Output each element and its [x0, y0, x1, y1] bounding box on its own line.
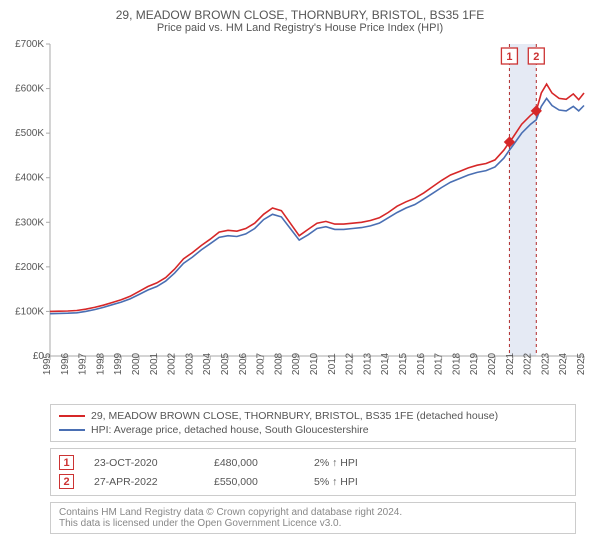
sale-marker-icon: 2: [59, 474, 74, 489]
x-tick-label: 2015: [398, 352, 409, 375]
x-tick-label: 2018: [451, 352, 462, 375]
x-tick-label: 2007: [256, 352, 267, 375]
x-tick-label: 2022: [523, 352, 534, 375]
sale-marker-icon: 1: [59, 455, 74, 470]
x-tick-label: 2023: [540, 352, 551, 375]
sale-callout-num: 2: [533, 51, 539, 63]
chart-title: 29, MEADOW BROWN CLOSE, THORNBURY, BRIST…: [8, 8, 592, 22]
x-tick-label: 2004: [202, 352, 213, 375]
chart-svg: £0£100K£200K£300K£400K£500K£600K£700K199…: [8, 38, 592, 398]
series-hpi: [50, 98, 584, 313]
x-tick-label: 2024: [558, 352, 569, 375]
sales-table: 1 23-OCT-2020 £480,000 2% ↑ HPI 2 27-APR-2022…: [50, 448, 576, 496]
x-tick-label: 2010: [309, 352, 320, 375]
x-tick-label: 2013: [362, 352, 373, 375]
legend-swatch: [59, 429, 85, 431]
line-chart: £0£100K£200K£300K£400K£500K£600K£700K199…: [8, 38, 592, 398]
y-tick-label: £700K: [15, 39, 44, 50]
x-tick-label: 1999: [113, 352, 124, 375]
y-tick-label: £400K: [15, 173, 44, 184]
x-tick-label: 2017: [434, 352, 445, 375]
y-tick-label: £300K: [15, 217, 44, 228]
x-tick-label: 1996: [60, 352, 71, 375]
legend: 29, MEADOW BROWN CLOSE, THORNBURY, BRIST…: [50, 404, 576, 442]
x-tick-label: 2012: [345, 352, 356, 375]
sale-price: £550,000: [214, 476, 294, 488]
y-tick-label: £600K: [15, 84, 44, 95]
legend-label: HPI: Average price, detached house, Sout…: [91, 424, 369, 436]
sale-delta: 2% ↑ HPI: [314, 457, 358, 469]
x-tick-label: 2005: [220, 352, 231, 375]
x-tick-label: 2002: [167, 352, 178, 375]
attribution-line: This data is licensed under the Open Gov…: [59, 518, 567, 529]
x-tick-label: 2011: [327, 353, 338, 375]
x-tick-label: 2003: [184, 352, 195, 375]
x-tick-label: 1998: [95, 352, 106, 375]
legend-swatch: [59, 415, 85, 417]
x-tick-label: 2009: [291, 352, 302, 375]
attribution: Contains HM Land Registry data © Crown c…: [50, 502, 576, 534]
chart-subtitle: Price paid vs. HM Land Registry's House …: [8, 22, 592, 34]
x-tick-label: 2014: [380, 352, 391, 375]
x-tick-label: 2020: [487, 352, 498, 375]
y-tick-label: £200K: [15, 262, 44, 273]
x-tick-label: 2019: [469, 352, 480, 375]
sale-row: 1 23-OCT-2020 £480,000 2% ↑ HPI: [59, 453, 567, 472]
sale-delta: 5% ↑ HPI: [314, 476, 358, 488]
x-tick-label: 2000: [131, 352, 142, 375]
sale-date: 23-OCT-2020: [94, 457, 194, 469]
legend-label: 29, MEADOW BROWN CLOSE, THORNBURY, BRIST…: [91, 410, 498, 422]
y-tick-label: £100K: [15, 306, 44, 317]
attribution-line: Contains HM Land Registry data © Crown c…: [59, 507, 567, 518]
x-tick-label: 1995: [42, 352, 53, 375]
series-property: [50, 84, 584, 311]
sale-callout-num: 1: [506, 51, 512, 63]
sale-date: 27-APR-2022: [94, 476, 194, 488]
x-tick-label: 2025: [576, 352, 587, 375]
x-tick-label: 2016: [416, 352, 427, 375]
x-tick-label: 2001: [149, 352, 160, 375]
legend-row: 29, MEADOW BROWN CLOSE, THORNBURY, BRIST…: [59, 409, 567, 423]
marker-band: [509, 44, 536, 356]
x-tick-label: 1997: [78, 352, 89, 375]
x-tick-label: 2006: [238, 352, 249, 375]
sale-price: £480,000: [214, 457, 294, 469]
x-tick-label: 2021: [505, 352, 516, 375]
legend-row: HPI: Average price, detached house, Sout…: [59, 423, 567, 437]
x-tick-label: 2008: [273, 352, 284, 375]
sale-row: 2 27-APR-2022 £550,000 5% ↑ HPI: [59, 472, 567, 491]
y-tick-label: £500K: [15, 128, 44, 139]
